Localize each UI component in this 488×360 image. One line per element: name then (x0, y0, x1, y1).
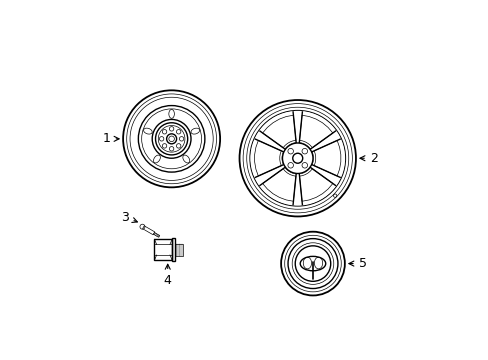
Circle shape (250, 111, 345, 206)
Text: 1: 1 (102, 132, 119, 145)
Text: 4: 4 (163, 264, 171, 287)
Text: 5: 5 (348, 257, 366, 270)
Circle shape (282, 143, 312, 174)
Text: 3: 3 (121, 211, 137, 224)
Text: 2: 2 (359, 152, 377, 165)
Circle shape (295, 246, 330, 281)
